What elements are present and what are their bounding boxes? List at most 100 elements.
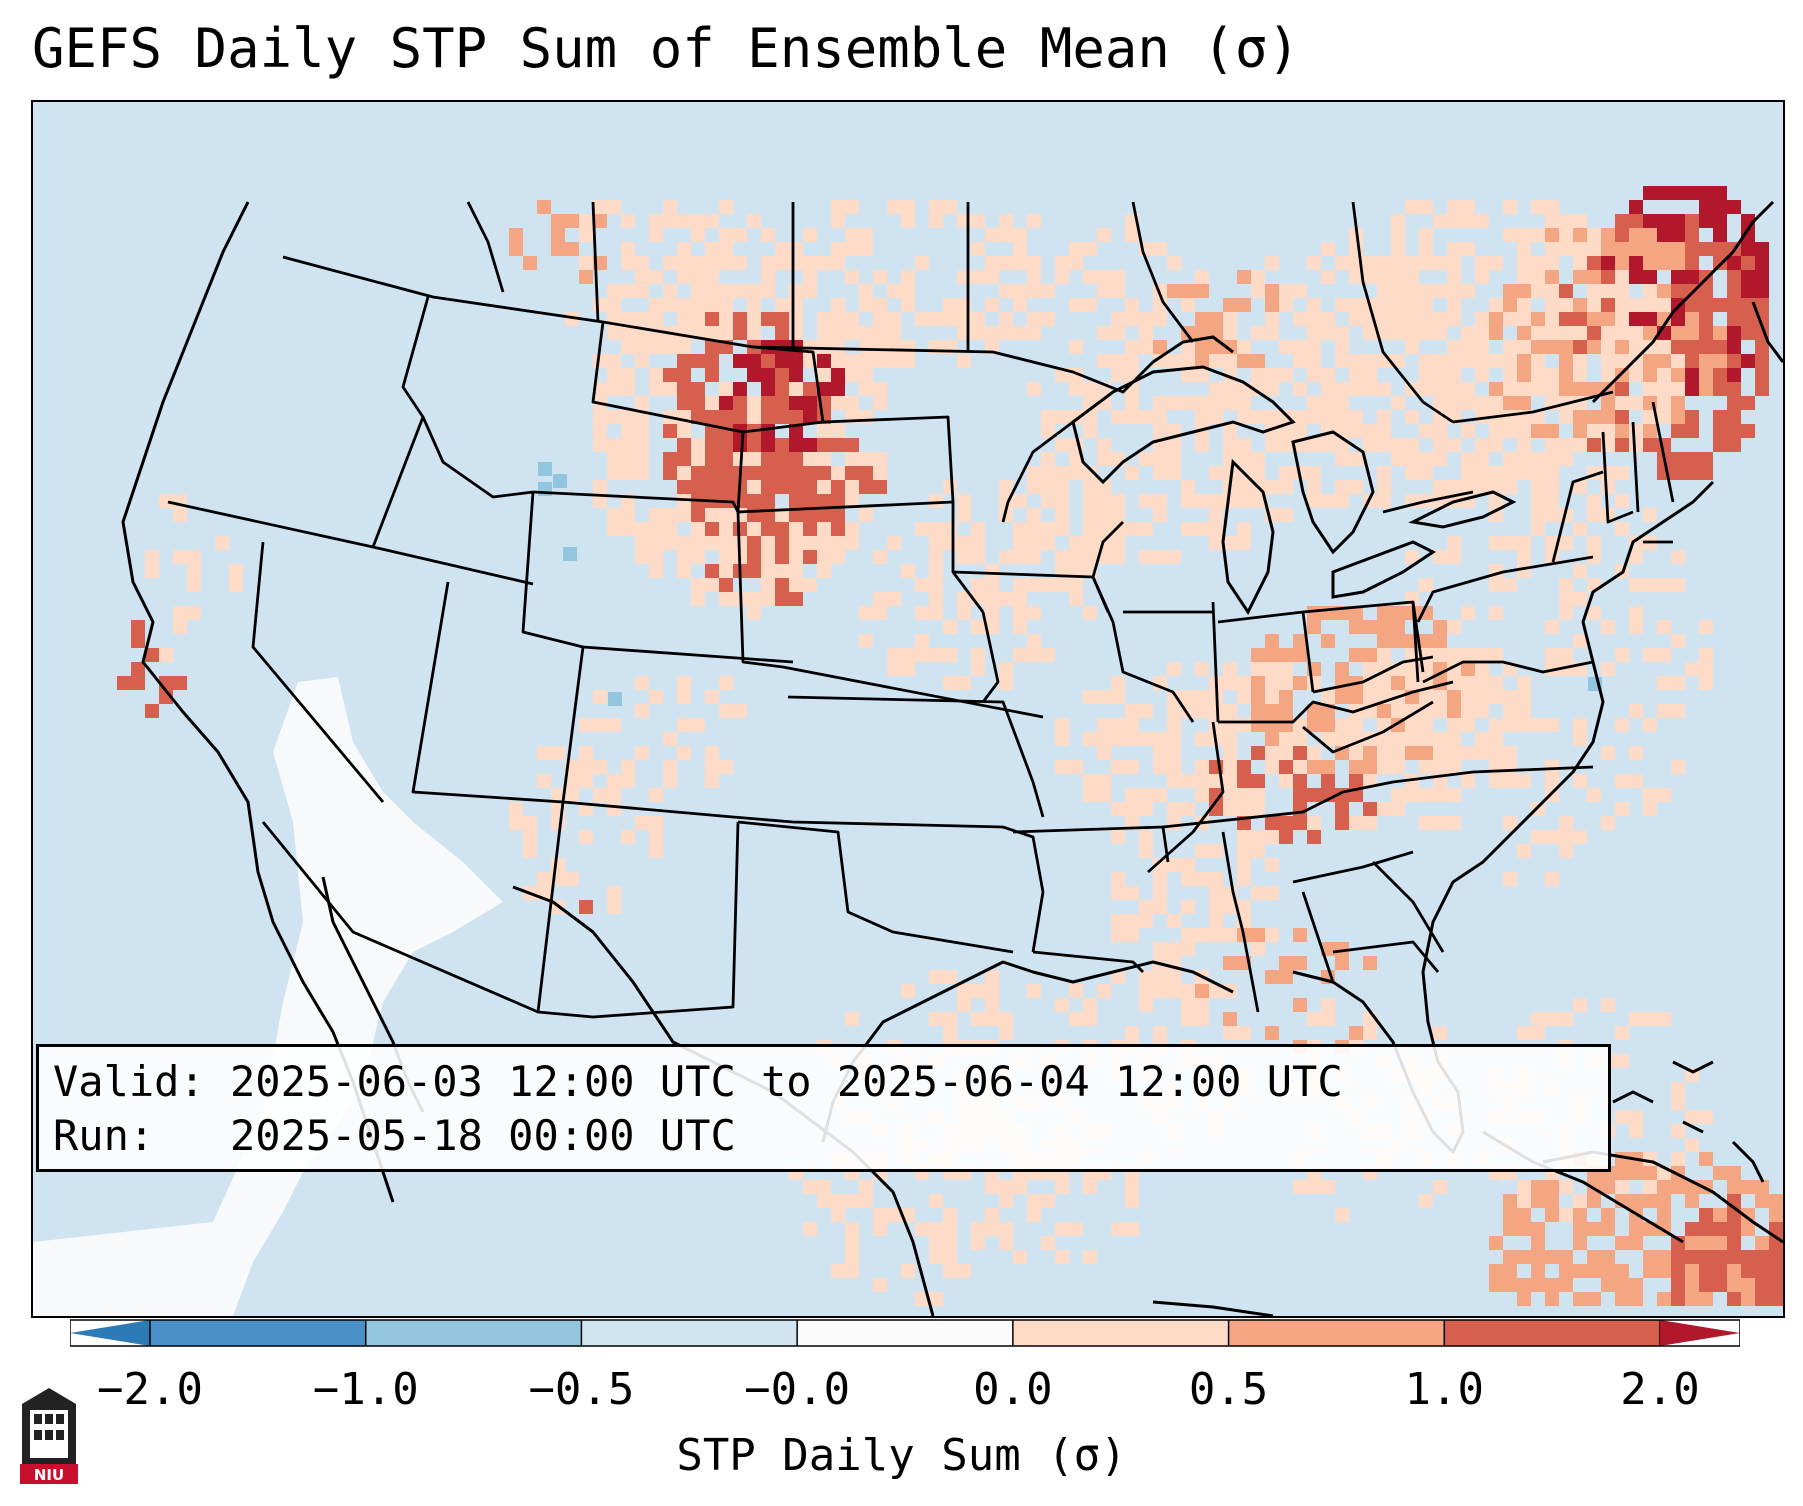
anomaly-cell (803, 410, 817, 424)
anomaly-cell (691, 550, 705, 564)
anomaly-cell (1279, 438, 1293, 452)
anomaly-cell (1195, 774, 1209, 788)
anomaly-cell (1405, 256, 1419, 270)
anomaly-cell (1587, 228, 1601, 242)
anomaly-cell (1657, 368, 1671, 382)
anomaly-cell (537, 872, 551, 886)
anomaly-cell (887, 662, 901, 676)
anomaly-cell (551, 788, 565, 802)
anomaly-cell (1741, 1208, 1755, 1222)
anomaly-cell (1349, 424, 1363, 438)
anomaly-cell (845, 522, 859, 536)
anomaly-cell (1293, 634, 1307, 648)
anomaly-cell (929, 970, 943, 984)
anomaly-cell (1461, 326, 1475, 340)
anomaly-cell (1643, 788, 1657, 802)
anomaly-cell (145, 704, 159, 718)
anomaly-cell (1377, 494, 1391, 508)
anomaly-cell (1475, 354, 1489, 368)
anomaly-cell (1643, 1166, 1657, 1180)
anomaly-cell (1657, 186, 1671, 200)
anomaly-cell (1643, 354, 1657, 368)
anomaly-cell (1573, 1264, 1587, 1278)
colorbar-segments (149, 1320, 1661, 1346)
anomaly-cell (705, 326, 719, 340)
anomaly-cell (1475, 466, 1489, 480)
anomaly-cell (1643, 648, 1657, 662)
anomaly-cell (1405, 466, 1419, 480)
anomaly-cell (607, 354, 621, 368)
anomaly-cell (593, 200, 607, 214)
anomaly-cell (1657, 396, 1671, 410)
anomaly-cell (1307, 1180, 1321, 1194)
anomaly-cell (1657, 410, 1671, 424)
anomaly-cell (1699, 1152, 1713, 1166)
anomaly-cell (1573, 270, 1587, 284)
anomaly-cell (1321, 270, 1335, 284)
anomaly-cell (1503, 424, 1517, 438)
anomaly-cell (1335, 396, 1349, 410)
anomaly-cell (1265, 410, 1279, 424)
anomaly-cell (1083, 522, 1097, 536)
anomaly-cell (1489, 256, 1503, 270)
anomaly-cell (1671, 1292, 1685, 1306)
anomaly-cell-negative (563, 547, 577, 561)
anomaly-cell (1027, 326, 1041, 340)
anomaly-cell (1629, 312, 1643, 326)
anomaly-cell (1489, 746, 1503, 760)
anomaly-cell (1447, 242, 1461, 256)
anomaly-cell (663, 536, 677, 550)
anomaly-cell (719, 564, 733, 578)
anomaly-cell (971, 536, 985, 550)
anomaly-cell (1447, 438, 1461, 452)
anomaly-cell (1601, 1264, 1615, 1278)
anomaly-cell (1587, 256, 1601, 270)
anomaly-cell (845, 480, 859, 494)
anomaly-cell (733, 382, 747, 396)
anomaly-cell (1615, 1026, 1629, 1040)
anomaly-cell (1013, 228, 1027, 242)
anomaly-cell (705, 578, 719, 592)
anomaly-cell (1643, 214, 1657, 228)
anomaly-cell (677, 312, 691, 326)
anomaly-cell (719, 396, 733, 410)
anomaly-cell (1321, 998, 1335, 1012)
anomaly-cell (677, 382, 691, 396)
anomaly-cell (1545, 284, 1559, 298)
anomaly-cell (1531, 718, 1545, 732)
anomaly-cell (1755, 1194, 1769, 1208)
anomaly-cell (705, 536, 719, 550)
anomaly-cell (1195, 872, 1209, 886)
anomaly-cell (1545, 508, 1559, 522)
anomaly-cell (1307, 620, 1321, 634)
anomaly-cell (1097, 690, 1111, 704)
anomaly-cell (1335, 326, 1349, 340)
anomaly-cell (1013, 522, 1027, 536)
anomaly-cell (579, 760, 593, 774)
anomaly-cell (1713, 228, 1727, 242)
anomaly-cell (747, 536, 761, 550)
anomaly-cell (1643, 1194, 1657, 1208)
anomaly-cell (1531, 1278, 1545, 1292)
anomaly-cell (1139, 410, 1153, 424)
anomaly-cell (1545, 200, 1559, 214)
anomaly-cell (635, 746, 649, 760)
anomaly-cell (719, 592, 733, 606)
anomaly-cell (677, 298, 691, 312)
anomaly-cell (1139, 522, 1153, 536)
anomaly-cell (1657, 620, 1671, 634)
anomaly-cell (1251, 368, 1265, 382)
anomaly-cell (1461, 382, 1475, 396)
anomaly-cell (1503, 480, 1517, 494)
anomaly-cell (1517, 536, 1531, 550)
anomaly-cell (831, 298, 845, 312)
anomaly-cell (635, 424, 649, 438)
anomaly-cell (1615, 270, 1629, 284)
anomaly-cell (1615, 438, 1629, 452)
anomaly-cell (1643, 242, 1657, 256)
anomaly-cell (1153, 494, 1167, 508)
anomaly-cell (985, 564, 999, 578)
anomaly-cell (915, 606, 929, 620)
anomaly-cell (229, 564, 243, 578)
anomaly-cell (1685, 298, 1699, 312)
